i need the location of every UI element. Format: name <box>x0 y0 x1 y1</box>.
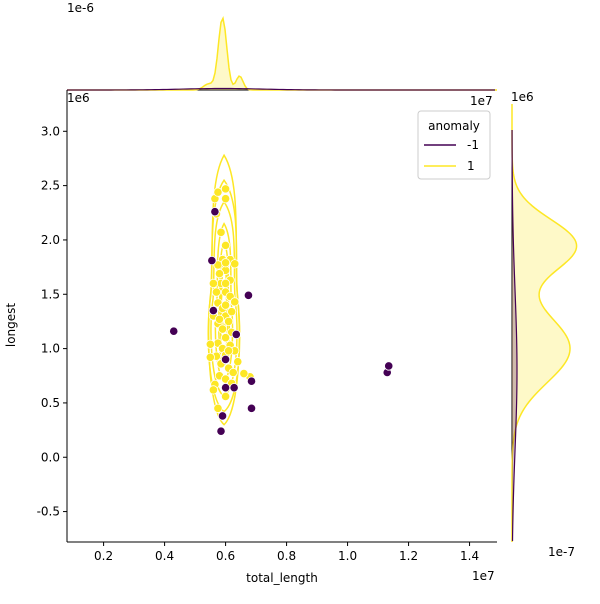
scatter-point-anomaly-1 <box>230 297 240 307</box>
right-kde-line-anomaly-1 <box>511 104 578 542</box>
scatter-point-anomaly-neg1 <box>229 383 239 393</box>
scatter-point-anomaly-1 <box>224 316 234 327</box>
x-corner-multiplier: 1e7 <box>470 94 493 108</box>
scatter-point-anomaly-neg1 <box>210 207 220 217</box>
scatter-point-anomaly-neg1 <box>243 290 254 300</box>
scatter-point-anomaly-1 <box>230 259 240 269</box>
x-tick-label: 0.4 <box>155 549 174 563</box>
right-marginal-kde: 1e6 1e-7 <box>511 90 578 559</box>
scatter-point-anomaly-1 <box>228 367 238 378</box>
scatter-point-anomaly-neg1 <box>216 426 226 436</box>
scatter-point-anomaly-1 <box>208 278 218 289</box>
scatter-point-anomaly-neg1 <box>220 354 231 365</box>
x-axis-label: total_length <box>246 571 318 585</box>
scatter-point-anomaly-1 <box>213 403 223 413</box>
scatter-point-anomaly-1 <box>220 333 231 343</box>
x-tick-label: 1.2 <box>399 549 418 563</box>
y-ticks: -0.5 0.0 0.5 1.0 1.5 2.0 2.5 3.0 <box>37 124 67 519</box>
x-tick-label: 0.8 <box>277 549 296 563</box>
scatter-point-anomaly-1 <box>214 314 225 324</box>
scatter-point-anomaly-1 <box>233 357 243 367</box>
scatter-point-anomaly-neg1 <box>208 305 218 316</box>
y-tick-label: -0.5 <box>37 505 60 519</box>
scatter-point-anomaly-1 <box>220 391 231 402</box>
right-marginal-top-multiplier: 1e6 <box>511 90 534 104</box>
legend-label-anomaly-1: 1 <box>467 159 475 173</box>
legend-label-anomaly-neg1: -1 <box>467 138 479 152</box>
x-tick-label: 1.4 <box>460 549 479 563</box>
scatter-points <box>169 184 394 436</box>
scatter-point-anomaly-neg1 <box>169 326 179 336</box>
y-tick-label: 1.0 <box>41 342 60 356</box>
scatter-point-anomaly-1 <box>220 184 231 194</box>
scatter-point-anomaly-1 <box>208 385 218 395</box>
scatter-point-anomaly-neg1 <box>217 411 228 421</box>
top-kde-line-anomaly-1 <box>67 16 497 91</box>
top-marginal-multiplier: 1e-6 <box>67 1 94 15</box>
right-kde-fill-anomaly-1 <box>512 104 577 542</box>
top-kde-line-anomaly-neg1 <box>66 87 495 91</box>
scatter-point-anomaly-1 <box>227 307 237 317</box>
scatter-point-anomaly-1 <box>214 269 225 279</box>
right-marginal-bottom-multiplier: 1e-7 <box>548 545 575 559</box>
x-tick-label: 0.2 <box>94 549 113 563</box>
x-tick-label: 0.6 <box>216 549 235 563</box>
legend-title: anomaly <box>428 119 480 133</box>
y-tick-label: 2.0 <box>41 233 60 247</box>
scatter-point-anomaly-1 <box>239 368 249 379</box>
x-tick-label: 1.0 <box>338 549 357 563</box>
top-marginal-kde: 1e-6 <box>66 1 497 91</box>
x-axis-multiplier: 1e7 <box>472 569 495 583</box>
scatter-point-anomaly-1 <box>211 287 222 297</box>
scatter-point-anomaly-1 <box>220 278 231 289</box>
x-ticks: 0.2 0.4 0.6 0.8 1.0 1.2 1.4 <box>94 542 479 563</box>
scatter-point-anomaly-neg1 <box>207 255 217 266</box>
y-tick-label: 0.5 <box>41 396 60 410</box>
scatter-point-anomaly-1 <box>216 227 226 237</box>
y-tick-label: 0.0 <box>41 450 60 464</box>
y-axis-multiplier: 1e6 <box>67 91 90 105</box>
scatter-point-anomaly-1 <box>220 258 231 268</box>
y-tick-label: 2.5 <box>41 179 60 193</box>
scatter-point-anomaly-1 <box>220 240 231 250</box>
y-axis-label: longest <box>4 303 18 348</box>
top-kde-fill-anomaly-1 <box>67 18 497 90</box>
scatter-point-anomaly-neg1 <box>246 376 257 386</box>
scatter-point-anomaly-1 <box>220 194 231 204</box>
scatter-point-anomaly-neg1 <box>220 383 231 393</box>
scatter-point-anomaly-1 <box>220 300 231 310</box>
right-kde-line-anomaly-neg1 <box>511 129 518 542</box>
y-tick-label: 1.5 <box>41 287 60 301</box>
right-kde-fill-anomaly-neg1 <box>512 130 517 542</box>
scatter-point-anomaly-1 <box>213 187 223 197</box>
legend: anomaly -1 1 <box>417 110 491 180</box>
scatter-point-anomaly-1 <box>205 352 215 362</box>
scatter-point-anomaly-1 <box>224 346 234 356</box>
joint-axes: 0.2 0.4 0.6 0.8 1.0 1.2 1.4 -0.5 0.0 0.5 1.0 1.5 2.… <box>4 90 497 585</box>
scatter-point-anomaly-neg1 <box>384 361 394 371</box>
y-tick-label: 3.0 <box>41 124 60 138</box>
scatter-point-anomaly-1 <box>205 339 215 349</box>
scatter-point-anomaly-neg1 <box>246 403 257 413</box>
scatter-point-anomaly-neg1 <box>231 329 241 340</box>
scatter-point-anomaly-1 <box>217 324 228 334</box>
